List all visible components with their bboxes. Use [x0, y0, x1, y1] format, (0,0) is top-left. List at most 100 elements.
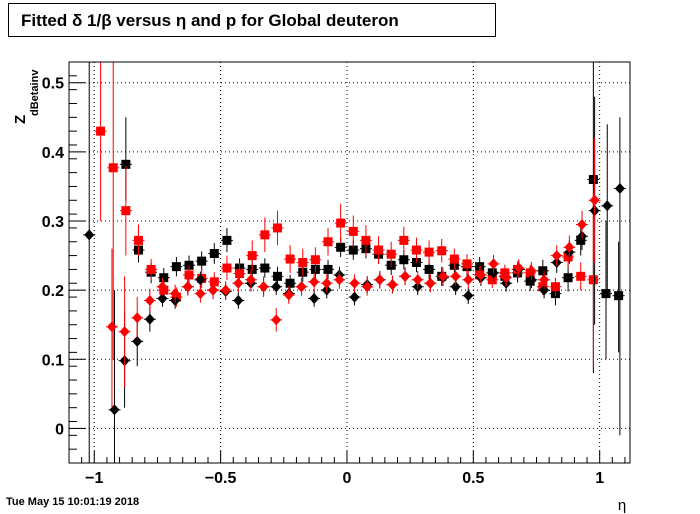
data-point-square — [588, 175, 598, 185]
data-point-diamond — [132, 312, 143, 324]
data-point-diamond — [576, 218, 587, 230]
data-point-diamond — [271, 281, 282, 293]
series-0 — [119, 62, 625, 374]
data-point-diamond — [412, 274, 423, 286]
data-point-diamond — [132, 335, 143, 347]
data-point-square — [310, 255, 320, 265]
data-point-square — [146, 264, 156, 274]
data-point-diamond — [258, 281, 269, 293]
data-point-square — [121, 206, 131, 216]
data-point-square — [487, 275, 497, 285]
data-point-square — [336, 242, 346, 252]
data-point-square — [386, 249, 396, 259]
data-point-diamond — [614, 183, 625, 195]
chart-title: Fitted δ 1/β versus η and p for Global d… — [21, 11, 399, 30]
data-point-square — [209, 249, 219, 259]
data-point-square — [260, 230, 270, 240]
data-point-square — [133, 235, 143, 245]
data-point-square — [576, 271, 586, 281]
y-tick-label: 0.4 — [42, 145, 64, 162]
data-point-square — [247, 251, 257, 261]
axis-labels: Z dBetainv η — [12, 69, 626, 514]
data-point-diamond — [450, 281, 461, 293]
data-point-square — [601, 289, 611, 299]
data-point-diamond — [475, 269, 486, 281]
data-point-square — [209, 277, 219, 287]
data-point-diamond — [157, 281, 168, 293]
data-point-square — [159, 273, 169, 283]
data-point-diamond — [84, 229, 95, 241]
data-point-square — [424, 247, 434, 257]
data-point-diamond — [374, 274, 385, 286]
data-point-diamond — [283, 289, 294, 301]
x-tick-label: 0 — [343, 470, 352, 487]
data-point-diamond — [170, 288, 181, 300]
data-point-diamond — [109, 404, 120, 416]
data-point-diamond — [144, 295, 155, 307]
data-point-square — [449, 254, 459, 264]
x-tick-label: 0.5 — [462, 470, 484, 487]
data-point-diamond — [425, 277, 436, 289]
data-point-square — [235, 269, 245, 279]
y-tick-label: 0.1 — [42, 352, 64, 369]
x-tick-label: −0.5 — [205, 470, 237, 487]
plot-frame — [68, 61, 631, 464]
data-point-diamond — [539, 284, 550, 296]
data-point-diamond — [182, 281, 193, 293]
data-point-diamond — [349, 291, 360, 303]
data-point-diamond — [245, 274, 256, 286]
title-box: Fitted δ 1/β versus η and p for Global d… — [8, 3, 496, 37]
grid-lines — [69, 62, 630, 463]
data-point-square — [96, 126, 106, 136]
data-point-square — [285, 254, 295, 264]
data-point-diamond — [551, 250, 562, 262]
data-point-square — [171, 262, 181, 272]
data-point-diamond — [463, 290, 474, 302]
data-point-square — [563, 273, 573, 283]
data-point-square — [399, 255, 409, 265]
data-point-square — [437, 246, 447, 256]
data-point-square — [411, 245, 421, 255]
data-point-diamond — [501, 272, 512, 284]
data-point-square — [108, 163, 118, 173]
data-point-diamond — [602, 200, 613, 212]
data-point-diamond — [400, 270, 411, 282]
data-point-diamond — [144, 313, 155, 325]
data-point-square — [323, 237, 333, 247]
data-point-square — [323, 264, 333, 274]
y-tick-label: 0.3 — [42, 214, 64, 231]
data-point-diamond — [220, 284, 231, 296]
data-point-diamond — [513, 262, 524, 274]
data-point-diamond — [309, 292, 320, 304]
data-point-diamond — [195, 288, 206, 300]
data-point-square — [614, 291, 624, 301]
data-point-diamond — [233, 295, 244, 307]
data-point-square — [399, 235, 409, 245]
x-tick-label: 1 — [595, 470, 604, 487]
data-point-square — [563, 252, 573, 262]
data-point-diamond — [157, 292, 168, 304]
data-point-diamond — [119, 326, 130, 338]
date-stamp: Tue May 15 10:01:19 2018 — [6, 496, 140, 508]
data-point-diamond — [233, 277, 244, 289]
data-point-square — [576, 235, 586, 245]
data-point-square — [336, 218, 346, 228]
data-point-square — [197, 256, 207, 266]
data-point-diamond — [488, 258, 499, 270]
data-point-diamond — [195, 274, 206, 286]
data-point-diamond — [589, 194, 600, 206]
data-point-square — [361, 235, 371, 245]
data-point-diamond — [296, 281, 307, 293]
data-point-square — [588, 275, 598, 285]
axis-ticks: −1 −0.5 0 0.5 1 0 0.1 0.2 0.3 0.4 0.5 — [42, 61, 626, 487]
x-axis-label: η — [618, 497, 626, 514]
data-point-square — [500, 268, 510, 278]
data-point-square — [550, 282, 560, 292]
data-point-diamond — [438, 270, 448, 282]
series-2 — [83, 62, 626, 463]
data-point-diamond — [309, 276, 320, 288]
data-point-diamond — [271, 314, 282, 326]
data-point-diamond — [564, 241, 575, 253]
data-point-diamond — [463, 274, 474, 286]
